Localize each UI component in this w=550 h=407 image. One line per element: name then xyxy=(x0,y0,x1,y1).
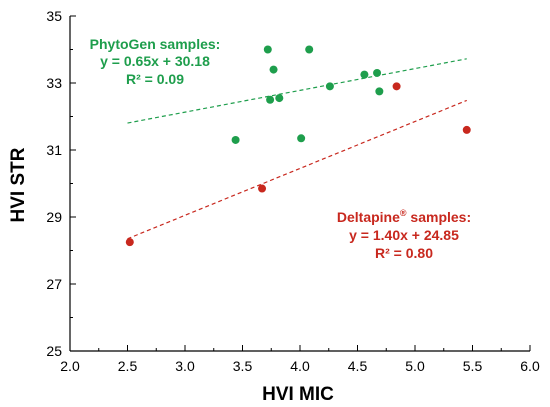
phytogen-point xyxy=(297,134,306,143)
x-tick-label: 4.0 xyxy=(290,358,310,374)
y-tick-label: 25 xyxy=(46,343,62,359)
trendlines xyxy=(127,58,467,240)
deltapine-point xyxy=(392,82,401,91)
phytogen-point xyxy=(373,68,382,77)
phytogen-trendline xyxy=(127,58,467,124)
deltapine-annotation-equation: y = 1.40x + 24.85 xyxy=(349,227,459,243)
deltapine-trendline xyxy=(127,99,467,240)
data-points xyxy=(125,45,471,247)
x-tick-label: 2.5 xyxy=(118,358,138,374)
x-tick-label: 6.0 xyxy=(520,358,540,374)
x-tick-label: 3.0 xyxy=(175,358,195,374)
phytogen-annotation-title: PhytoGen samples: xyxy=(90,36,221,52)
phytogen-point xyxy=(325,82,334,91)
y-tick-label: 31 xyxy=(46,142,62,158)
deltapine-point xyxy=(125,238,134,247)
x-tick-label: 4.5 xyxy=(348,358,368,374)
deltapine-annotation-title: Deltapine® samples: xyxy=(337,208,471,225)
deltapine-point xyxy=(462,125,471,134)
phytogen-point xyxy=(263,45,272,54)
y-tick-label: 35 xyxy=(46,8,62,24)
y-tick-label: 33 xyxy=(46,75,62,91)
phytogen-point xyxy=(275,94,284,103)
x-axis-title: HVI MIC xyxy=(262,384,334,405)
phytogen-point xyxy=(360,70,369,79)
phytogen-point xyxy=(305,45,314,54)
phytogen-point xyxy=(375,87,384,96)
x-tick-label: 5.0 xyxy=(405,358,425,374)
phytogen-point xyxy=(231,135,240,144)
phytogen-annotation-r2: R² = 0.09 xyxy=(126,71,184,87)
axes: 2.0 2.5 3.0 3.5 4.0 4.5 5.0 5.5 6.0 25 27 29 31 33 35 xyxy=(46,8,540,374)
x-tick-label: 3.5 xyxy=(233,358,253,374)
phytogen-point xyxy=(269,65,278,74)
deltapine-point xyxy=(258,184,267,193)
y-tick-label: 27 xyxy=(46,276,62,292)
deltapine-annotation-r2: R² = 0.80 xyxy=(375,245,433,261)
phytogen-annotation: PhytoGen samples: y = 0.65x + 30.18 R² =… xyxy=(90,36,221,87)
phytogen-point xyxy=(266,95,275,104)
x-tick-label: 5.5 xyxy=(463,358,483,374)
y-tick-label: 29 xyxy=(46,209,62,225)
y-axis-title: HVI STR xyxy=(8,147,29,222)
phytogen-annotation-equation: y = 0.65x + 30.18 xyxy=(100,53,210,69)
deltapine-annotation: Deltapine® samples: y = 1.40x + 24.85 R²… xyxy=(337,208,471,261)
x-tick-label: 2.0 xyxy=(60,358,80,374)
